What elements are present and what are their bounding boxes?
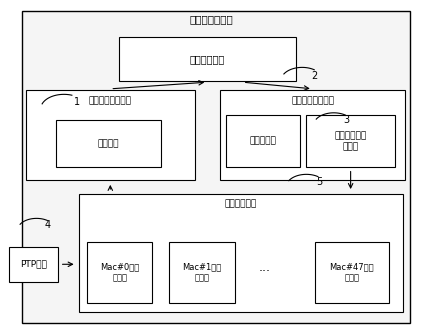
FancyBboxPatch shape: [26, 91, 195, 180]
Text: Mac#1更新
校验和: Mac#1更新 校验和: [182, 263, 222, 283]
Text: Mac#0更新
校验和: Mac#0更新 校验和: [100, 263, 140, 283]
FancyBboxPatch shape: [22, 11, 409, 323]
Text: 报文缓存模块: 报文缓存模块: [190, 54, 225, 64]
Text: 5: 5: [316, 177, 322, 187]
Text: PTP引擎: PTP引擎: [20, 260, 47, 269]
FancyBboxPatch shape: [119, 37, 296, 80]
Text: Mac#47更新
校验和: Mac#47更新 校验和: [330, 263, 374, 283]
Text: 2: 2: [312, 70, 318, 80]
FancyBboxPatch shape: [220, 91, 405, 180]
Text: 4: 4: [45, 220, 51, 230]
Text: 报文数据计算
校验和: 报文数据计算 校验和: [335, 131, 367, 151]
Text: 报文数据: 报文数据: [97, 139, 119, 148]
Text: 以太网交换芯片: 以太网交换芯片: [190, 14, 233, 24]
FancyBboxPatch shape: [55, 121, 161, 167]
FancyBboxPatch shape: [169, 242, 235, 303]
FancyBboxPatch shape: [79, 194, 404, 312]
FancyBboxPatch shape: [9, 247, 58, 282]
FancyBboxPatch shape: [315, 242, 389, 303]
Text: ···: ···: [258, 265, 270, 278]
FancyBboxPatch shape: [87, 242, 152, 303]
FancyBboxPatch shape: [306, 116, 395, 167]
Text: 报文头处理: 报文头处理: [250, 137, 277, 146]
Text: 报文出口处理模块: 报文出口处理模块: [291, 96, 334, 105]
Text: 3: 3: [343, 116, 349, 126]
Text: 数据更新模块: 数据更新模块: [225, 199, 257, 208]
Text: 1: 1: [74, 97, 80, 107]
FancyBboxPatch shape: [226, 116, 300, 167]
Text: 报文进口处理模块: 报文进口处理模块: [89, 96, 132, 105]
